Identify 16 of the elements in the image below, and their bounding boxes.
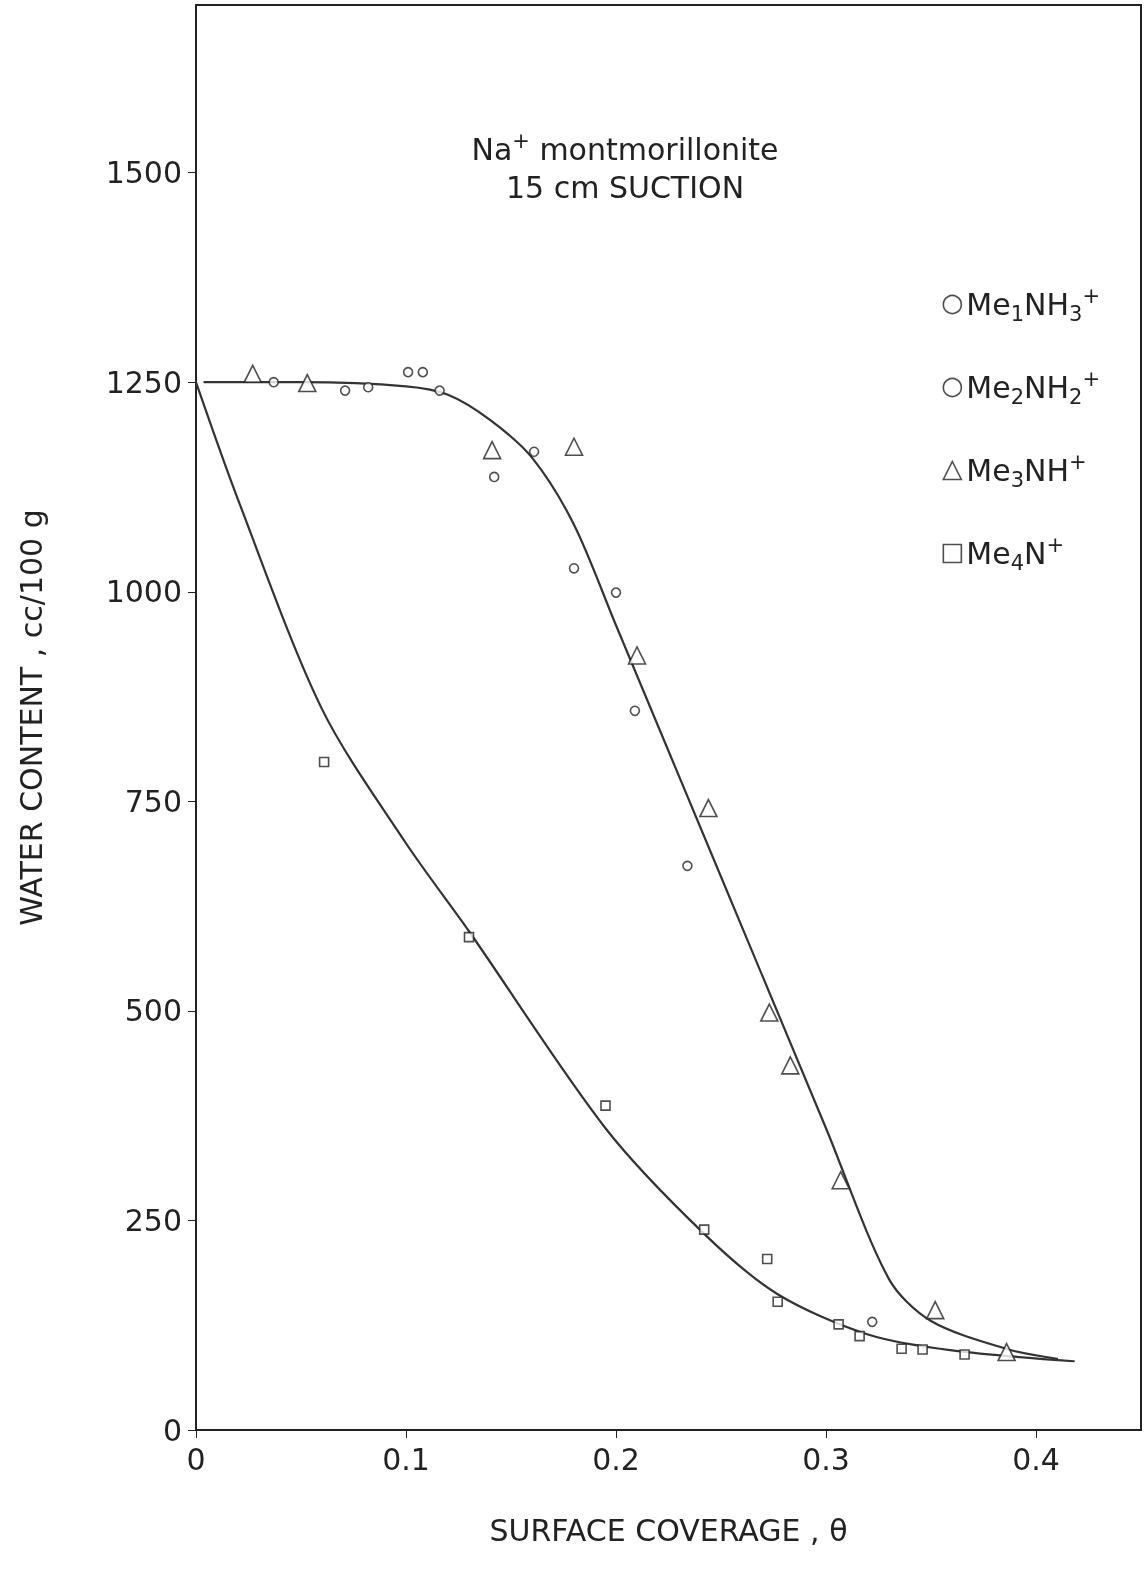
x-tick-label: 0 xyxy=(186,1441,206,1477)
y-tick-label: 1000 xyxy=(105,574,182,610)
x-tick-label: 0.3 xyxy=(802,1441,850,1477)
y-tick-label: 750 xyxy=(124,783,182,819)
y-tick-label: 0 xyxy=(162,1412,182,1448)
text: 15 cm SUCTION xyxy=(505,170,745,205)
x-axis-title: SURFACE COVERAGE , θ xyxy=(489,1512,848,1548)
x-tick-label: 0.2 xyxy=(592,1441,640,1477)
x-tick-label: 0.1 xyxy=(382,1441,430,1477)
text: Na+ montmorillonite xyxy=(471,128,779,167)
y-tick-label: 500 xyxy=(124,993,182,1029)
y-tick-label: 250 xyxy=(124,1202,182,1238)
x-tick-label: 0.4 xyxy=(1012,1441,1060,1477)
y-axis-title: WATER CONTENT , cc/100 g xyxy=(13,509,49,926)
y-tick-label: 1250 xyxy=(105,364,182,400)
y-tick-label: 1500 xyxy=(105,155,182,191)
